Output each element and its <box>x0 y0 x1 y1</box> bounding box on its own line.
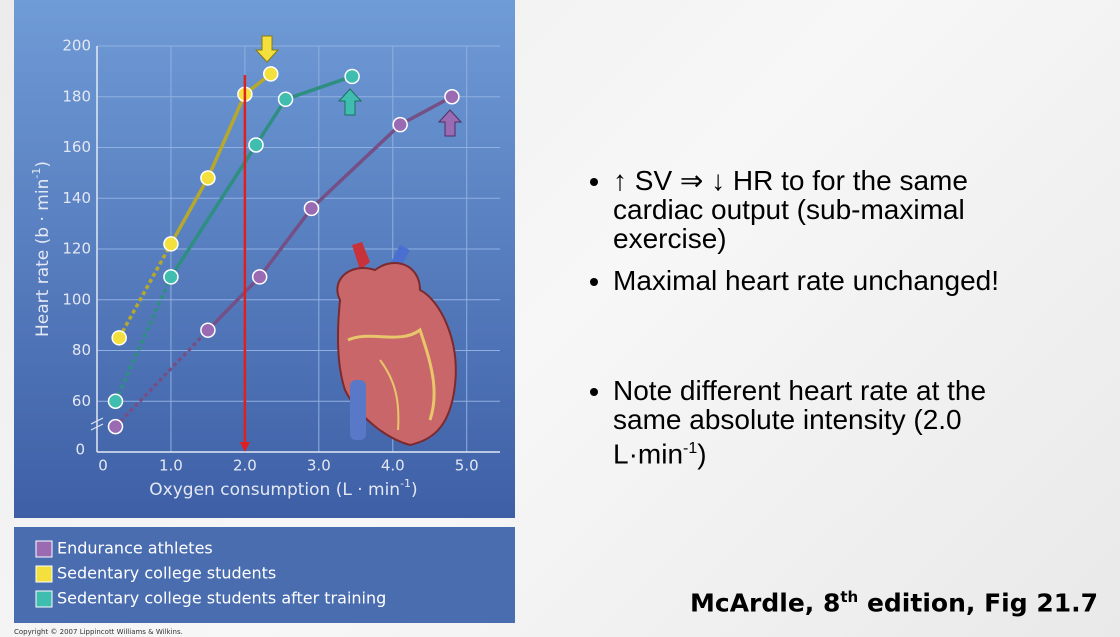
y-tick-label: 160 <box>62 138 91 156</box>
series-segment <box>284 74 353 101</box>
reference-arrowhead <box>239 442 250 452</box>
x-tick-label: 4.0 <box>381 457 405 475</box>
data-point <box>344 68 360 85</box>
series-segment <box>206 275 261 332</box>
bullet-list: ↑ SV ⇒ ↓ HR to for the same cardiac outp… <box>585 166 1023 253</box>
plot: 60 80 100 120 140 160 180 200 0 1.0 2.0 3.0 4.0 5.0 0 O… <box>30 37 500 500</box>
superscript: -1 <box>400 477 411 490</box>
y-axis-label-text: ) <box>33 161 53 168</box>
legend-swatch <box>35 540 53 558</box>
y-tick-label: 100 <box>62 290 91 308</box>
series-segment <box>117 243 173 339</box>
data-point <box>248 137 264 153</box>
x-tick-label: 1.0 <box>159 457 183 475</box>
y-tick-label: 200 <box>62 37 91 55</box>
y-axis-label: Heart rate (b · min-1) <box>30 161 53 337</box>
data-point <box>251 269 268 285</box>
series-segment <box>399 95 453 127</box>
series-segment <box>113 276 173 402</box>
bullet: Maximal heart rate unchanged! <box>613 266 1023 295</box>
y-tick-label: 140 <box>62 189 91 207</box>
series-segment <box>114 328 210 428</box>
data-point <box>107 418 124 435</box>
data-point <box>111 330 127 346</box>
legend-label: Sedentary college students after trainin… <box>57 589 386 608</box>
data-point <box>263 66 279 82</box>
data-point <box>277 91 294 108</box>
citation-text: edition, Fig 21.7 <box>858 588 1098 618</box>
bullet: Note different heart rate at the same ab… <box>613 376 1023 468</box>
bullet-text: Note different heart rate at the same ab… <box>613 375 987 470</box>
legend-swatch <box>35 590 53 608</box>
y-tick-label: 60 <box>72 392 91 410</box>
bullet-list: Note different heart rate at the same ab… <box>585 376 1023 468</box>
series-segment <box>206 93 247 179</box>
copyright: Copyright © 2007 Lippincott Williams & W… <box>14 628 183 636</box>
y-tick-label: 80 <box>72 341 91 359</box>
series-segment <box>169 144 258 278</box>
superscript: th <box>840 588 859 606</box>
arrow-up <box>337 88 363 116</box>
legend-label: Endurance athletes <box>57 539 213 558</box>
data-point <box>163 236 179 252</box>
data-point <box>200 170 216 186</box>
legend-label: Sedentary college students <box>57 564 276 583</box>
series-segment <box>254 98 288 146</box>
heart-illustration <box>336 242 457 447</box>
x-axis-label: Oxygen consumption (L · min-1) <box>149 477 417 500</box>
arrow-up <box>437 109 463 137</box>
legend-swatch <box>35 565 53 583</box>
bullet: ↑ SV ⇒ ↓ HR to for the same cardiac outp… <box>613 166 1023 253</box>
y-break-label: 0 <box>75 441 85 459</box>
x-tick-label: 2.0 <box>233 457 257 475</box>
superscript: -1 <box>30 168 43 179</box>
citation: McArdle, 8th edition, Fig 21.7 <box>690 588 1098 617</box>
data-point <box>444 89 460 105</box>
series-segment <box>169 177 210 245</box>
series-segment <box>310 123 402 210</box>
citation-text: McArdle, 8 <box>690 588 841 618</box>
data-point <box>392 116 408 133</box>
bullet-text: ) <box>697 438 707 470</box>
data-point <box>163 269 179 285</box>
axis-break <box>90 417 104 431</box>
arrow-down <box>254 35 280 63</box>
data-point <box>107 393 124 409</box>
legend-panel <box>14 527 515 623</box>
bullet-list: Maximal heart rate unchanged! <box>585 266 1023 295</box>
x-tick-label: 3.0 <box>307 457 331 475</box>
x-tick-label: 0 <box>98 457 108 475</box>
x-tick-label: 5.0 <box>455 457 479 475</box>
superscript: -1 <box>683 440 698 457</box>
series-segment <box>258 207 313 278</box>
x-axis-label-text: Oxygen consumption (L · min <box>149 480 400 500</box>
y-tick-label: 180 <box>62 87 91 105</box>
data-point <box>303 200 320 217</box>
x-axis-label-text: ) <box>411 480 418 500</box>
y-tick-label: 120 <box>62 240 91 258</box>
y-axis-label-text: Heart rate (b · min <box>33 179 53 337</box>
data-point <box>200 322 216 338</box>
